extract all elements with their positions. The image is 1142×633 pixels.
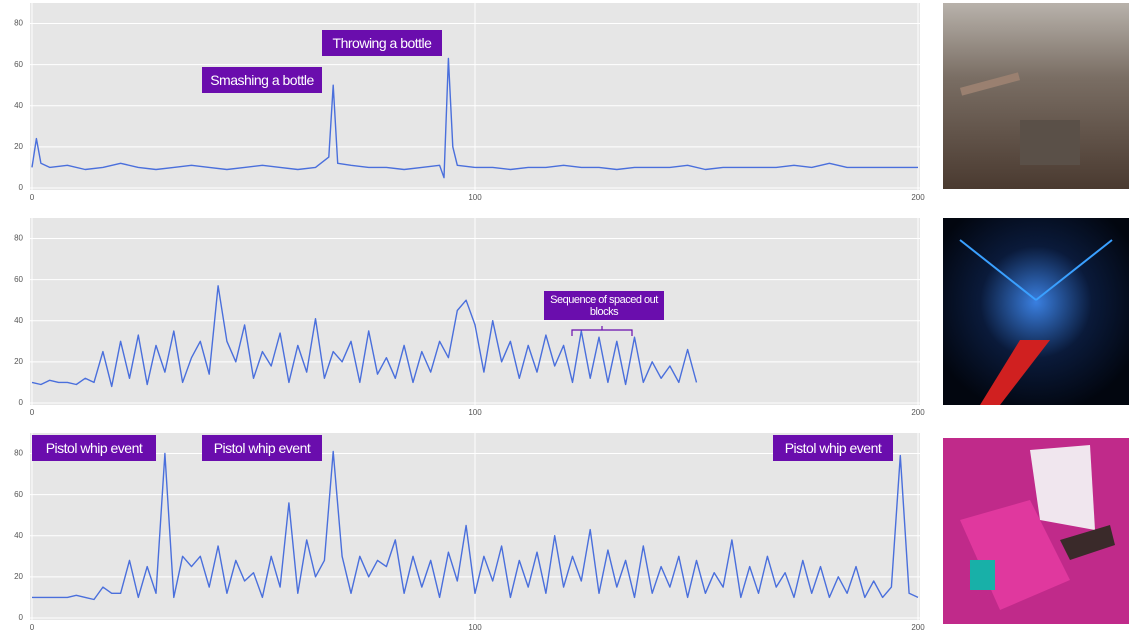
y-tick-label: 0 [19, 398, 24, 407]
y-tick-label: 20 [14, 142, 23, 151]
y-tick-label: 40 [14, 316, 23, 325]
annotation: Smashing a bottle [202, 67, 322, 93]
x-tick-label: 100 [468, 193, 482, 202]
x-tick-label: 100 [468, 623, 482, 632]
thumbnail-3 [943, 438, 1129, 624]
x-tick-label: 200 [911, 193, 925, 202]
x-tick-label: 0 [30, 408, 35, 417]
y-tick-label: 80 [14, 234, 23, 243]
x-tick-label: 200 [911, 408, 925, 417]
annotation: Pistol whip event [773, 435, 893, 461]
annotation: Sequence of spaced out blocks [544, 291, 664, 320]
x-tick-label: 0 [30, 623, 35, 632]
y-tick-label: 40 [14, 531, 23, 540]
y-tick-label: 0 [19, 183, 24, 192]
thumbnail-2 [943, 218, 1129, 405]
y-tick-label: 40 [14, 101, 23, 110]
x-tick-label: 0 [30, 193, 35, 202]
chart-panel: 0 20 40 60 80 0 100 200 [14, 218, 925, 417]
y-tick-label: 20 [14, 357, 23, 366]
thumbnail-1 [943, 3, 1129, 189]
x-tick-label: 100 [468, 408, 482, 417]
y-tick-label: 60 [14, 60, 23, 69]
y-tick-label: 80 [14, 449, 23, 458]
y-tick-label: 0 [19, 613, 24, 622]
x-tick-label: 200 [911, 623, 925, 632]
annotation: Pistol whip event [202, 435, 322, 461]
chart-panel: 0 20 40 60 80 0 100 200 [14, 433, 925, 632]
chart-panel: 0 20 40 60 80 0 100 200 [14, 3, 925, 202]
y-tick-label: 80 [14, 19, 23, 28]
annotation: Pistol whip event [32, 435, 156, 461]
page: 0 20 40 60 80 0 100 200 0 20 40 60 80 0 100 200 0 20 40 60 8… [0, 0, 1142, 633]
y-tick-label: 60 [14, 490, 23, 499]
y-tick-label: 20 [14, 572, 23, 581]
annotation: Throwing a bottle [322, 30, 442, 56]
y-tick-label: 60 [14, 275, 23, 284]
